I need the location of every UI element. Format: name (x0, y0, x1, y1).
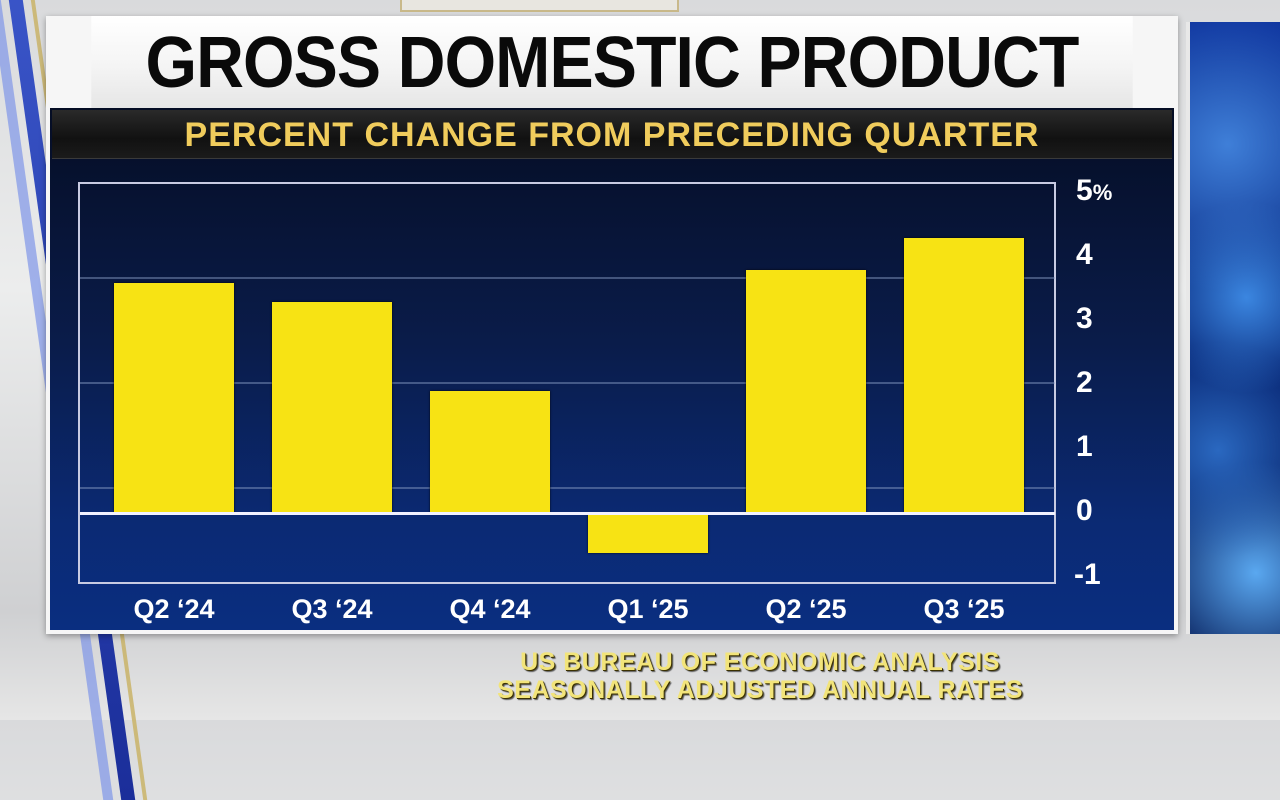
x-tick-label: Q2 ‘25 (765, 594, 847, 624)
gridline (80, 277, 1055, 279)
y-tick-label: 4 (1076, 240, 1136, 270)
y-tick-value: 4 (1076, 238, 1093, 271)
plot-frame (78, 182, 1056, 584)
y-tick-value: 2 (1076, 366, 1093, 399)
bar-q3-25 (904, 237, 1024, 513)
y-tick-label: 0 (1076, 496, 1136, 526)
bar-q4-24 (430, 391, 550, 513)
y-tick-value: 0 (1076, 494, 1093, 527)
bar-q1-25 (588, 515, 708, 554)
x-tick-label: Q4 ‘24 (449, 594, 531, 624)
y-tick-label: 5% (1076, 176, 1136, 208)
y-tick-label: -1 (1074, 560, 1134, 590)
y-tick-label: 3 (1076, 304, 1136, 334)
gridline (80, 487, 1055, 489)
decorative-frame (400, 0, 679, 12)
background-video-panel (1186, 22, 1280, 634)
y-tick-label: 1 (1076, 432, 1136, 462)
y-tick-label: 2 (1076, 368, 1136, 398)
chart-title: GROSS DOMESTIC PRODUCT (91, 16, 1133, 108)
source-line-2: SEASONALLY ADJUSTED ANNUAL RATES (497, 676, 1023, 704)
x-tick-label: Q2 ‘24 (133, 594, 215, 624)
bar-q2-25 (746, 269, 866, 513)
bar-q2-24 (114, 282, 234, 513)
chart-subtitle: PERCENT CHANGE FROM PRECEDING QUARTER (52, 110, 1172, 159)
zero-line (80, 512, 1055, 515)
source-line-1: US BUREAU OF ECONOMIC ANALYSIS (520, 648, 1000, 676)
x-tick-label: Q1 ‘25 (607, 594, 689, 624)
gridline (80, 382, 1055, 384)
y-tick-value: 1 (1076, 430, 1093, 463)
x-tick-label: Q3 ‘25 (923, 594, 1005, 624)
x-tick-label: Q3 ‘24 (291, 594, 373, 624)
bar-q3-24 (272, 301, 392, 513)
y-tick-value: 5 (1076, 174, 1093, 207)
percent-suffix: % (1092, 180, 1113, 205)
y-tick-value: -1 (1074, 558, 1101, 591)
y-tick-value: 3 (1076, 302, 1093, 335)
